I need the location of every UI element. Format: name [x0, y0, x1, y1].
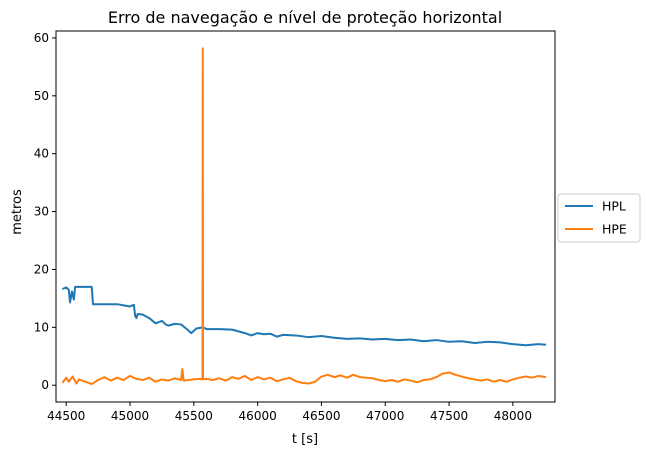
legend: HPL HPE — [557, 193, 641, 243]
y-axis-label: metros — [10, 189, 25, 235]
x-tick-label-46500: 46500 — [302, 409, 340, 423]
y-tick-label-50: 50 — [34, 89, 49, 103]
y-tick-label-20: 20 — [34, 262, 49, 276]
x-axis-label: t [s] — [292, 432, 318, 447]
x-tick-label-46000: 46000 — [239, 409, 277, 423]
series-line-hpl — [61, 285, 547, 347]
y-tick-label-40: 40 — [34, 147, 49, 161]
legend-box — [557, 193, 641, 243]
plot-area: 44500 45000 45500 46000 46500 47000 47500 48000… — [34, 30, 556, 423]
legend-label-hpl: HPL — [602, 199, 626, 214]
legend-label-hpe: HPE — [602, 222, 627, 237]
x-tick-label-47500: 47500 — [430, 409, 468, 423]
x-tick-label-47000: 47000 — [366, 409, 404, 423]
x-tick-label-44500: 44500 — [47, 409, 85, 423]
x-tick-label-48000: 48000 — [494, 409, 532, 423]
y-tick-label-10: 10 — [34, 320, 49, 334]
y-tick-label-60: 60 — [34, 31, 49, 45]
y-tick-label-30: 30 — [34, 205, 49, 219]
chart-title: Erro de navegação e nível de proteção ho… — [108, 8, 502, 27]
y-tick-label-0: 0 — [41, 378, 49, 392]
x-tick-label-45000: 45000 — [111, 409, 149, 423]
x-tick-label-45500: 45500 — [175, 409, 213, 423]
series-line-hpe — [61, 47, 547, 386]
axes-frame — [55, 30, 556, 403]
